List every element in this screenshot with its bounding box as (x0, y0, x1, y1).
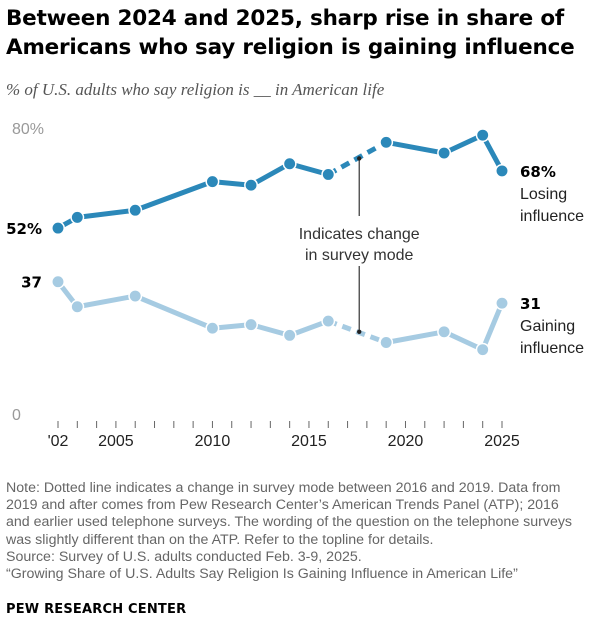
end-value-label: 68% (520, 163, 556, 181)
series-line-segment (132, 179, 215, 213)
start-value-label: 52% (6, 220, 42, 238)
series-line-segment (132, 293, 215, 331)
x-tick-label: '02 (48, 433, 69, 450)
note-line: was slightly different than on the ATP. … (6, 531, 434, 548)
series-line-segment (74, 293, 138, 310)
data-point (282, 156, 297, 171)
footer-logo-text: PEW RESEARCH CENTER (6, 602, 187, 617)
data-point (244, 317, 258, 332)
line-chart: 80% 0 '02 2005 2010 2015 2020 2025 52% 68% Losing i… (6, 121, 584, 450)
x-tick-label: 2020 (388, 433, 424, 450)
annotation-text: in survey mode (305, 247, 414, 264)
annotation-dot (357, 329, 362, 334)
x-tick-label: 2015 (291, 433, 327, 450)
series-name-label: influence (520, 340, 584, 357)
chart-subtitle: % of U.S. adults who say religion is __ … (6, 80, 385, 99)
series-line-segment (441, 329, 486, 353)
annotation-text: Indicates change (299, 226, 420, 243)
y-tick-label: 80% (12, 121, 44, 138)
chart-note: Note: Dotted line indicates a change in … (6, 480, 591, 583)
note-line: Note: Dotted line indicates a change in … (6, 480, 561, 496)
data-point (205, 174, 220, 189)
data-point (379, 335, 394, 350)
y-tick-label: 0 (12, 407, 21, 424)
series-line-segment (441, 132, 486, 156)
data-point (495, 296, 509, 311)
source-line: Source: Survey of U.S. adults conducted … (6, 548, 362, 565)
series-line-segment (74, 207, 138, 220)
series-line-segment (383, 139, 447, 156)
data-point (51, 274, 65, 289)
data-point (437, 146, 452, 160)
data-point (282, 328, 297, 343)
series-name-label: influence (520, 208, 584, 225)
series-name-label: Losing (520, 186, 567, 203)
data-point (244, 178, 258, 193)
data-point (128, 203, 143, 218)
x-tick-label: 2025 (484, 433, 520, 450)
chart-title: Between 2024 and 2025, sharp rise in sha… (6, 6, 575, 60)
data-point (379, 135, 394, 150)
x-tick-label: 2010 (195, 433, 231, 450)
series-line-segment (383, 329, 447, 345)
series-name-label: Gaining (520, 318, 575, 335)
data-point (437, 324, 452, 339)
series-line-segment (248, 161, 293, 188)
data-point (475, 128, 490, 143)
data-point (475, 342, 490, 357)
data-point (495, 163, 509, 178)
data-point (51, 221, 65, 236)
note-line: and earlier used telephone surveys. The … (6, 514, 573, 531)
data-point (70, 299, 85, 314)
series-line-segment (480, 300, 505, 353)
note-line: 2019 and after comes from Pew Research C… (6, 497, 559, 514)
data-point (321, 314, 336, 328)
report-title-line: “Growing Share of U.S. Adults Say Religi… (6, 566, 518, 583)
data-point (205, 321, 220, 336)
data-point (321, 167, 336, 182)
data-point (70, 210, 85, 225)
x-tick-label: 2005 (98, 433, 134, 450)
end-value-label: 31 (520, 295, 541, 313)
start-value-label: 37 (21, 274, 42, 292)
data-point (128, 289, 143, 303)
annotation-dot (357, 156, 362, 161)
